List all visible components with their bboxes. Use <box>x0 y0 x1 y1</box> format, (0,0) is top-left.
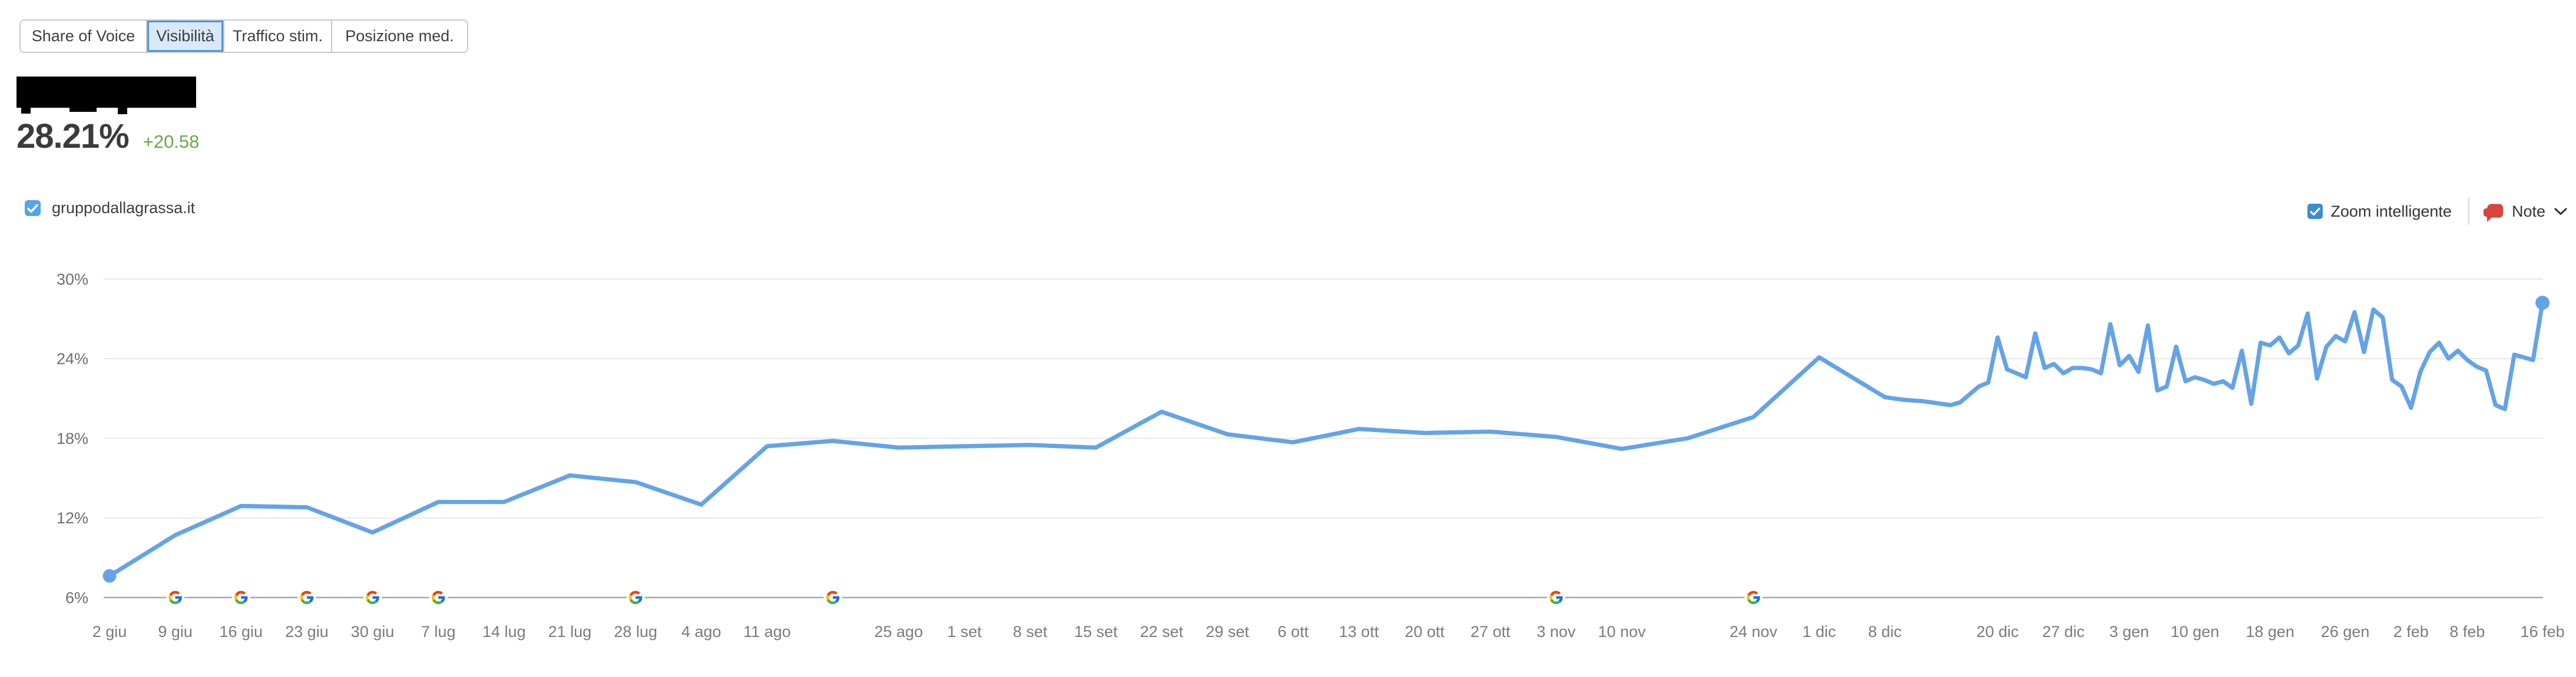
x-tick-1-dic: 1 dic <box>1802 623 1836 641</box>
x-tick-1-set: 1 set <box>947 623 982 641</box>
domain-checkbox[interactable] <box>25 200 41 216</box>
x-tick-2-feb: 2 feb <box>2393 623 2429 641</box>
x-tick-28-lug: 28 lug <box>614 623 657 641</box>
x-tick-3-gen: 3 gen <box>2110 623 2150 641</box>
x-tick-21-lug: 21 lug <box>548 623 592 641</box>
x-tick-4-ago: 4 ago <box>681 623 721 641</box>
x-tick-15-set: 15 set <box>1074 623 1118 641</box>
x-tick-11-ago: 11 ago <box>743 623 791 641</box>
x-tick-22-set: 22 set <box>1140 623 1184 641</box>
x-tick-27-dic: 27 dic <box>2042 623 2085 641</box>
x-tick-20-ott: 20 ott <box>1405 623 1445 641</box>
x-tick-8-feb: 8 feb <box>2449 623 2485 641</box>
x-tick-20-dic: 20 dic <box>1976 623 2019 641</box>
x-tick-10-nov: 10 nov <box>1598 623 1646 641</box>
x-tick-25-ago: 25 ago <box>875 623 923 641</box>
x-tick-8-dic: 8 dic <box>1868 623 1902 641</box>
x-tick-16-feb: 16 feb <box>2521 623 2565 641</box>
tab-share-of-voice[interactable]: Share of Voice <box>21 21 147 52</box>
x-tick-27-ott: 27 ott <box>1471 623 1511 641</box>
x-tick-26-gen: 26 gen <box>2321 623 2370 641</box>
redacted-project-name <box>16 77 196 114</box>
divider <box>2468 198 2469 225</box>
x-tick-8-set: 8 set <box>1013 623 1048 641</box>
checkmark-icon <box>27 204 38 213</box>
series-end-marker <box>2535 296 2550 310</box>
tab-average-position[interactable]: Posizione med. <box>332 21 467 52</box>
visibility-trend-line[interactable] <box>107 300 2545 578</box>
x-tick-7-lug: 7 lug <box>421 623 456 641</box>
series-legend: gruppodallagrassa.it <box>25 199 195 217</box>
x-tick-14-lug: 14 lug <box>482 623 526 641</box>
domain-label: gruppodallagrassa.it <box>52 199 196 217</box>
chevron-down-icon <box>2554 207 2568 216</box>
smart-zoom-checkbox[interactable] <box>2307 204 2323 219</box>
y-tick-12pct: 12% <box>57 509 88 527</box>
chart-controls: Zoom intelligente Note <box>2307 198 2568 225</box>
y-tick-18pct: 18% <box>57 430 88 447</box>
y-tick-30pct: 30% <box>57 271 88 288</box>
tab-estimated-traffic[interactable]: Traffico stim. <box>224 21 332 52</box>
visibility-value: 28.21% <box>16 117 130 155</box>
metric-tabs: Share of Voice Visibilità Traffico stim.… <box>19 19 468 53</box>
notes-dropdown[interactable]: Note <box>2483 201 2568 222</box>
x-tick-24-nov: 24 nov <box>1730 623 1778 641</box>
checkmark-icon <box>2310 207 2320 215</box>
redacted-text-descender <box>21 108 31 114</box>
smart-zoom-label: Zoom intelligente <box>2330 202 2452 220</box>
redacted-text-descender <box>69 108 97 112</box>
x-tick-23-giu: 23 giu <box>285 623 329 641</box>
x-tick-29-set: 29 set <box>1206 623 1249 641</box>
x-tick-6-ott: 6 ott <box>1277 623 1309 641</box>
tab-visibility[interactable]: Visibilità <box>147 21 224 52</box>
y-tick-6pct: 6% <box>65 589 88 607</box>
visibility-summary: 28.21% +20.58 <box>16 117 199 156</box>
redacted-text-descender <box>118 108 127 114</box>
x-tick-13-ott: 13 ott <box>1339 623 1379 641</box>
x-tick-2-giu: 2 giu <box>92 623 127 641</box>
x-tick-9-giu: 9 giu <box>158 623 193 641</box>
series-start-marker <box>102 569 117 583</box>
x-tick-30-giu: 30 giu <box>351 623 395 641</box>
visibility-trend-chart[interactable]: 30% 24% 18% 12% 6% 2 giu 9 giu 16 giu 23 giu 30 … <box>0 253 2576 665</box>
y-tick-24pct: 24% <box>57 350 88 368</box>
visibility-delta: +20.58 <box>143 131 200 152</box>
x-tick-10-gen: 10 gen <box>2171 623 2220 641</box>
notes-label: Note <box>2511 202 2545 220</box>
x-tick-16-giu: 16 giu <box>220 623 263 641</box>
x-tick-3-nov: 3 nov <box>1537 623 1576 641</box>
note-icon <box>2483 204 2504 222</box>
x-tick-18-gen: 18 gen <box>2246 623 2294 641</box>
